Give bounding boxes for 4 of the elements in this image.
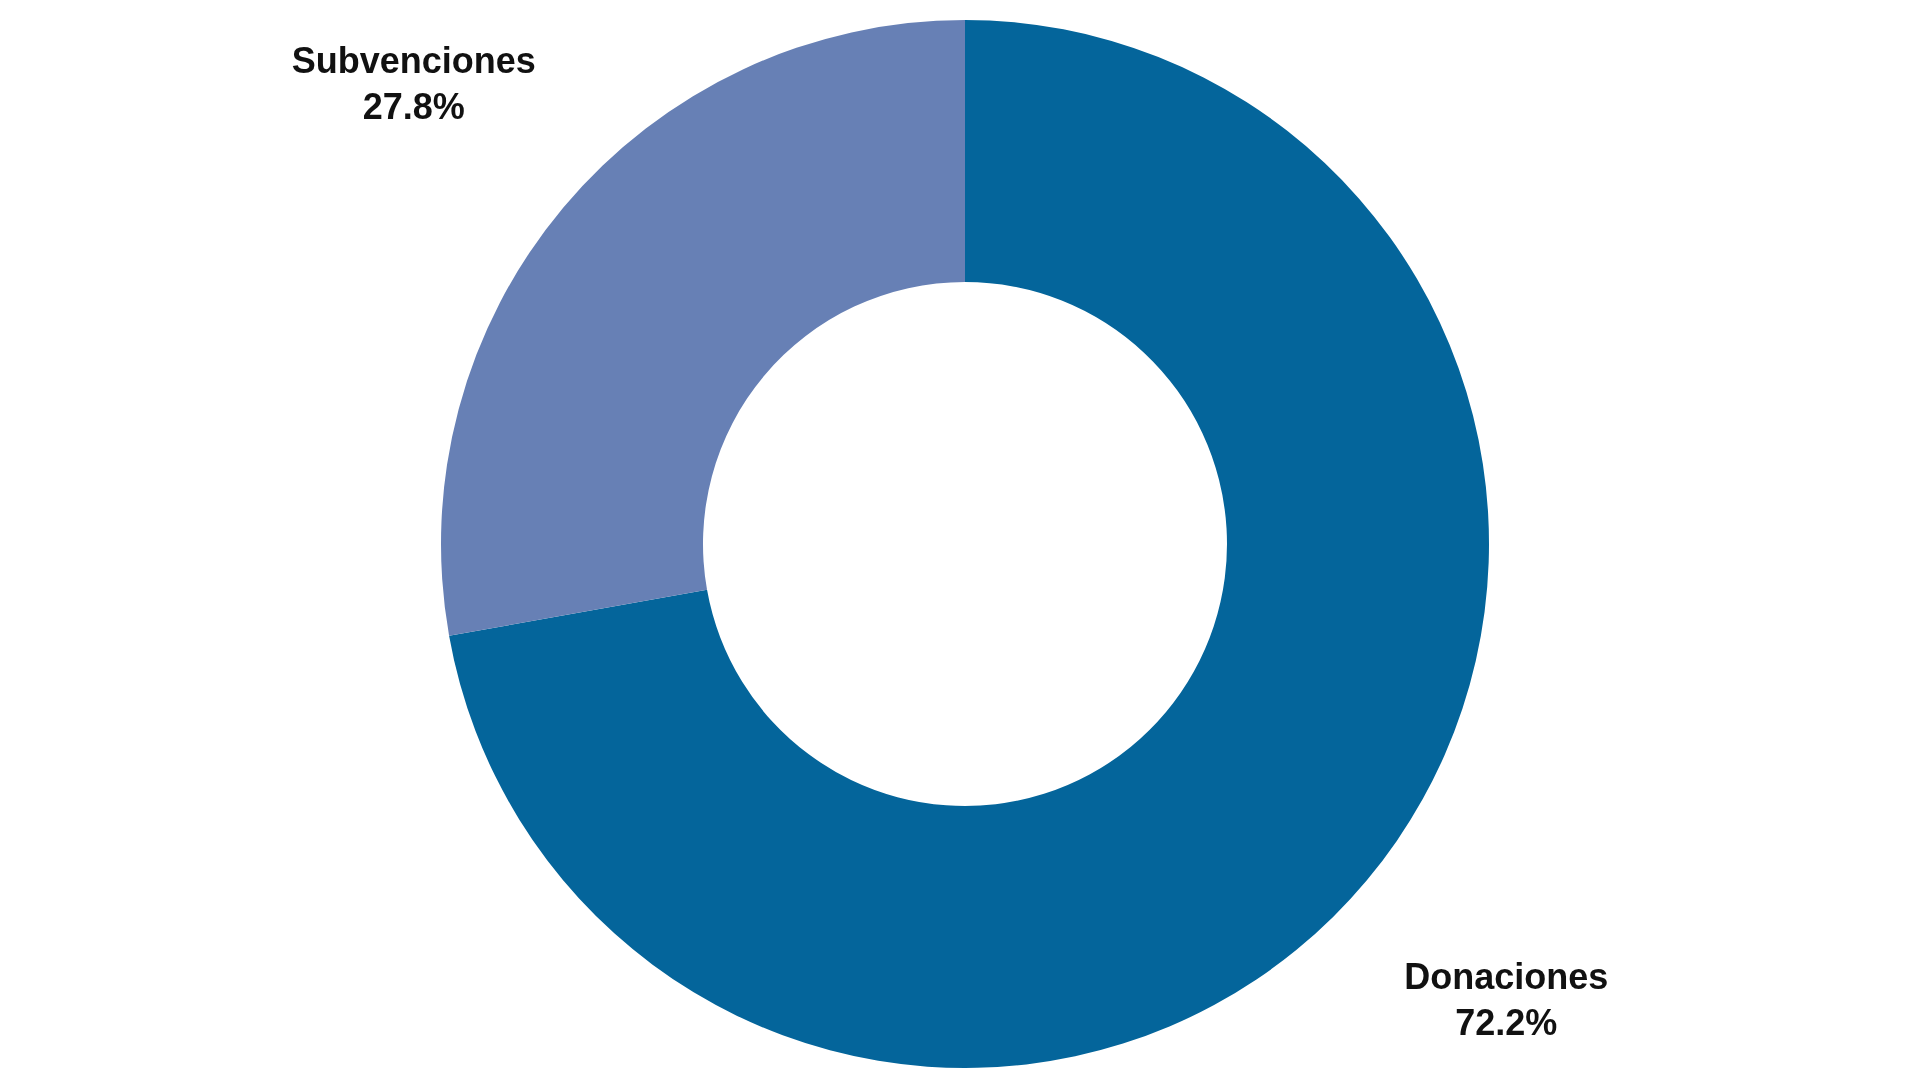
slice-label: Subvenciones: [291, 40, 536, 82]
data-label: 27.8%: [362, 86, 465, 128]
data-label: 72.2%: [1455, 1001, 1558, 1043]
slice-label: Donaciones: [1404, 955, 1609, 997]
